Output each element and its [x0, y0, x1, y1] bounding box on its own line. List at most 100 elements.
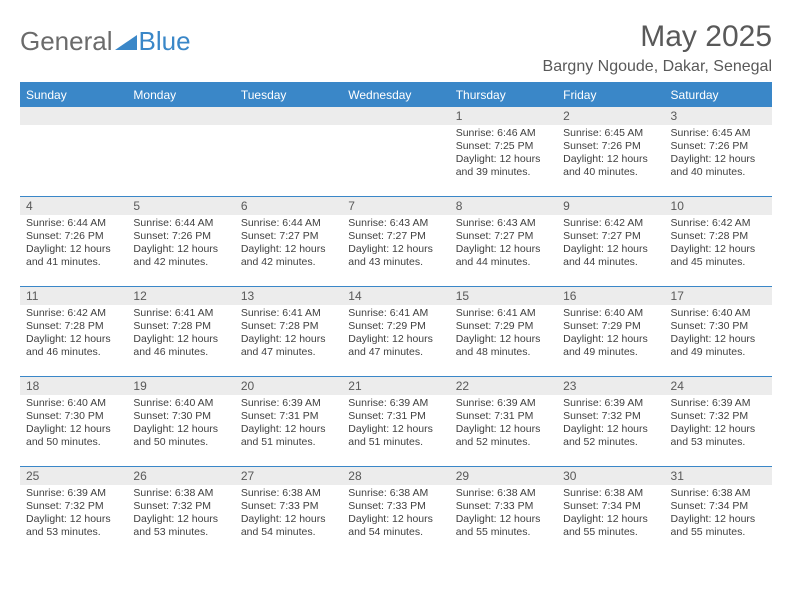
daylight-line: Daylight: 12 hours and 44 minutes.: [563, 243, 658, 269]
day-body: [20, 125, 127, 129]
day-body: Sunrise: 6:43 AMSunset: 7:27 PMDaylight:…: [342, 215, 449, 272]
sunset-line: Sunset: 7:26 PM: [563, 140, 658, 153]
calendar-row: 1Sunrise: 6:46 AMSunset: 7:25 PMDaylight…: [20, 107, 772, 197]
day-number-bar: 2: [557, 107, 664, 125]
sunrise-line: Sunrise: 6:38 AM: [456, 487, 551, 500]
sunrise-line: Sunrise: 6:38 AM: [133, 487, 228, 500]
weekday-header: Sunday: [20, 83, 127, 107]
daylight-line: Daylight: 12 hours and 43 minutes.: [348, 243, 443, 269]
weekday-header: Saturday: [665, 83, 772, 107]
daylight-line: Daylight: 12 hours and 47 minutes.: [241, 333, 336, 359]
day-number-bar: 21: [342, 377, 449, 395]
calendar-cell: 10Sunrise: 6:42 AMSunset: 7:28 PMDayligh…: [665, 197, 772, 287]
sunrise-line: Sunrise: 6:40 AM: [133, 397, 228, 410]
day-body: Sunrise: 6:39 AMSunset: 7:32 PMDaylight:…: [557, 395, 664, 452]
sunrise-line: Sunrise: 6:39 AM: [563, 397, 658, 410]
sunrise-line: Sunrise: 6:44 AM: [241, 217, 336, 230]
sunrise-line: Sunrise: 6:44 AM: [133, 217, 228, 230]
day-body: Sunrise: 6:42 AMSunset: 7:28 PMDaylight:…: [665, 215, 772, 272]
calendar-cell: 2Sunrise: 6:45 AMSunset: 7:26 PMDaylight…: [557, 107, 664, 197]
sunset-line: Sunset: 7:28 PM: [671, 230, 766, 243]
sunset-line: Sunset: 7:27 PM: [241, 230, 336, 243]
sunset-line: Sunset: 7:30 PM: [671, 320, 766, 333]
daylight-line: Daylight: 12 hours and 51 minutes.: [348, 423, 443, 449]
daylight-line: Daylight: 12 hours and 54 minutes.: [241, 513, 336, 539]
weekday-header: Monday: [127, 83, 234, 107]
day-body: Sunrise: 6:39 AMSunset: 7:31 PMDaylight:…: [342, 395, 449, 452]
day-number-bar: 27: [235, 467, 342, 485]
day-body: Sunrise: 6:46 AMSunset: 7:25 PMDaylight:…: [450, 125, 557, 182]
day-number-bar: 4: [20, 197, 127, 215]
sunrise-line: Sunrise: 6:42 AM: [26, 307, 121, 320]
day-number-bar: 10: [665, 197, 772, 215]
day-body: [127, 125, 234, 129]
day-number-bar: 16: [557, 287, 664, 305]
sunrise-line: Sunrise: 6:41 AM: [456, 307, 551, 320]
page-header: General Blue May 2025 Bargny Ngoude, Dak…: [20, 20, 772, 76]
calendar-cell-empty: [20, 107, 127, 197]
day-body: Sunrise: 6:39 AMSunset: 7:31 PMDaylight:…: [235, 395, 342, 452]
calendar-cell: 11Sunrise: 6:42 AMSunset: 7:28 PMDayligh…: [20, 287, 127, 377]
calendar-cell: 20Sunrise: 6:39 AMSunset: 7:31 PMDayligh…: [235, 377, 342, 467]
calendar-cell: 26Sunrise: 6:38 AMSunset: 7:32 PMDayligh…: [127, 467, 234, 557]
calendar-head: SundayMondayTuesdayWednesdayThursdayFrid…: [20, 83, 772, 107]
day-body: Sunrise: 6:45 AMSunset: 7:26 PMDaylight:…: [557, 125, 664, 182]
sunrise-line: Sunrise: 6:41 AM: [241, 307, 336, 320]
sunrise-line: Sunrise: 6:39 AM: [456, 397, 551, 410]
day-number-bar: [127, 107, 234, 125]
sunset-line: Sunset: 7:33 PM: [241, 500, 336, 513]
day-number-bar: 7: [342, 197, 449, 215]
calendar-cell: 8Sunrise: 6:43 AMSunset: 7:27 PMDaylight…: [450, 197, 557, 287]
day-number-bar: 18: [20, 377, 127, 395]
sunrise-line: Sunrise: 6:40 AM: [26, 397, 121, 410]
daylight-line: Daylight: 12 hours and 53 minutes.: [133, 513, 228, 539]
daylight-line: Daylight: 12 hours and 51 minutes.: [241, 423, 336, 449]
day-body: Sunrise: 6:39 AMSunset: 7:31 PMDaylight:…: [450, 395, 557, 452]
daylight-line: Daylight: 12 hours and 39 minutes.: [456, 153, 551, 179]
calendar-cell: 9Sunrise: 6:42 AMSunset: 7:27 PMDaylight…: [557, 197, 664, 287]
sunset-line: Sunset: 7:32 PM: [133, 500, 228, 513]
day-number-bar: 29: [450, 467, 557, 485]
day-body: Sunrise: 6:38 AMSunset: 7:33 PMDaylight:…: [450, 485, 557, 542]
calendar-table: SundayMondayTuesdayWednesdayThursdayFrid…: [20, 82, 772, 557]
calendar-cell: 22Sunrise: 6:39 AMSunset: 7:31 PMDayligh…: [450, 377, 557, 467]
day-number-bar: [20, 107, 127, 125]
daylight-line: Daylight: 12 hours and 40 minutes.: [563, 153, 658, 179]
day-body: Sunrise: 6:40 AMSunset: 7:30 PMDaylight:…: [127, 395, 234, 452]
day-body: Sunrise: 6:42 AMSunset: 7:28 PMDaylight:…: [20, 305, 127, 362]
day-number-bar: 12: [127, 287, 234, 305]
daylight-line: Daylight: 12 hours and 48 minutes.: [456, 333, 551, 359]
sunrise-line: Sunrise: 6:44 AM: [26, 217, 121, 230]
daylight-line: Daylight: 12 hours and 50 minutes.: [26, 423, 121, 449]
brand-logo: General Blue: [20, 20, 191, 57]
calendar-cell: 1Sunrise: 6:46 AMSunset: 7:25 PMDaylight…: [450, 107, 557, 197]
sunrise-line: Sunrise: 6:40 AM: [563, 307, 658, 320]
calendar-cell: 21Sunrise: 6:39 AMSunset: 7:31 PMDayligh…: [342, 377, 449, 467]
calendar-cell: 23Sunrise: 6:39 AMSunset: 7:32 PMDayligh…: [557, 377, 664, 467]
calendar-cell: 7Sunrise: 6:43 AMSunset: 7:27 PMDaylight…: [342, 197, 449, 287]
day-number-bar: 5: [127, 197, 234, 215]
sunset-line: Sunset: 7:29 PM: [563, 320, 658, 333]
sunset-line: Sunset: 7:26 PM: [671, 140, 766, 153]
sunset-line: Sunset: 7:25 PM: [456, 140, 551, 153]
calendar-page: General Blue May 2025 Bargny Ngoude, Dak…: [0, 0, 792, 569]
sunset-line: Sunset: 7:32 PM: [671, 410, 766, 423]
brand-left: General: [20, 26, 113, 57]
daylight-line: Daylight: 12 hours and 47 minutes.: [348, 333, 443, 359]
calendar-cell: 18Sunrise: 6:40 AMSunset: 7:30 PMDayligh…: [20, 377, 127, 467]
calendar-cell: 15Sunrise: 6:41 AMSunset: 7:29 PMDayligh…: [450, 287, 557, 377]
day-number-bar: 28: [342, 467, 449, 485]
sunset-line: Sunset: 7:29 PM: [456, 320, 551, 333]
daylight-line: Daylight: 12 hours and 49 minutes.: [563, 333, 658, 359]
day-number-bar: 30: [557, 467, 664, 485]
calendar-body: 1Sunrise: 6:46 AMSunset: 7:25 PMDaylight…: [20, 107, 772, 557]
calendar-cell: 30Sunrise: 6:38 AMSunset: 7:34 PMDayligh…: [557, 467, 664, 557]
daylight-line: Daylight: 12 hours and 40 minutes.: [671, 153, 766, 179]
day-number-bar: 24: [665, 377, 772, 395]
sunrise-line: Sunrise: 6:39 AM: [26, 487, 121, 500]
day-number-bar: 3: [665, 107, 772, 125]
sunset-line: Sunset: 7:31 PM: [456, 410, 551, 423]
day-body: Sunrise: 6:38 AMSunset: 7:32 PMDaylight:…: [127, 485, 234, 542]
day-body: Sunrise: 6:38 AMSunset: 7:33 PMDaylight:…: [342, 485, 449, 542]
calendar-row: 25Sunrise: 6:39 AMSunset: 7:32 PMDayligh…: [20, 467, 772, 557]
